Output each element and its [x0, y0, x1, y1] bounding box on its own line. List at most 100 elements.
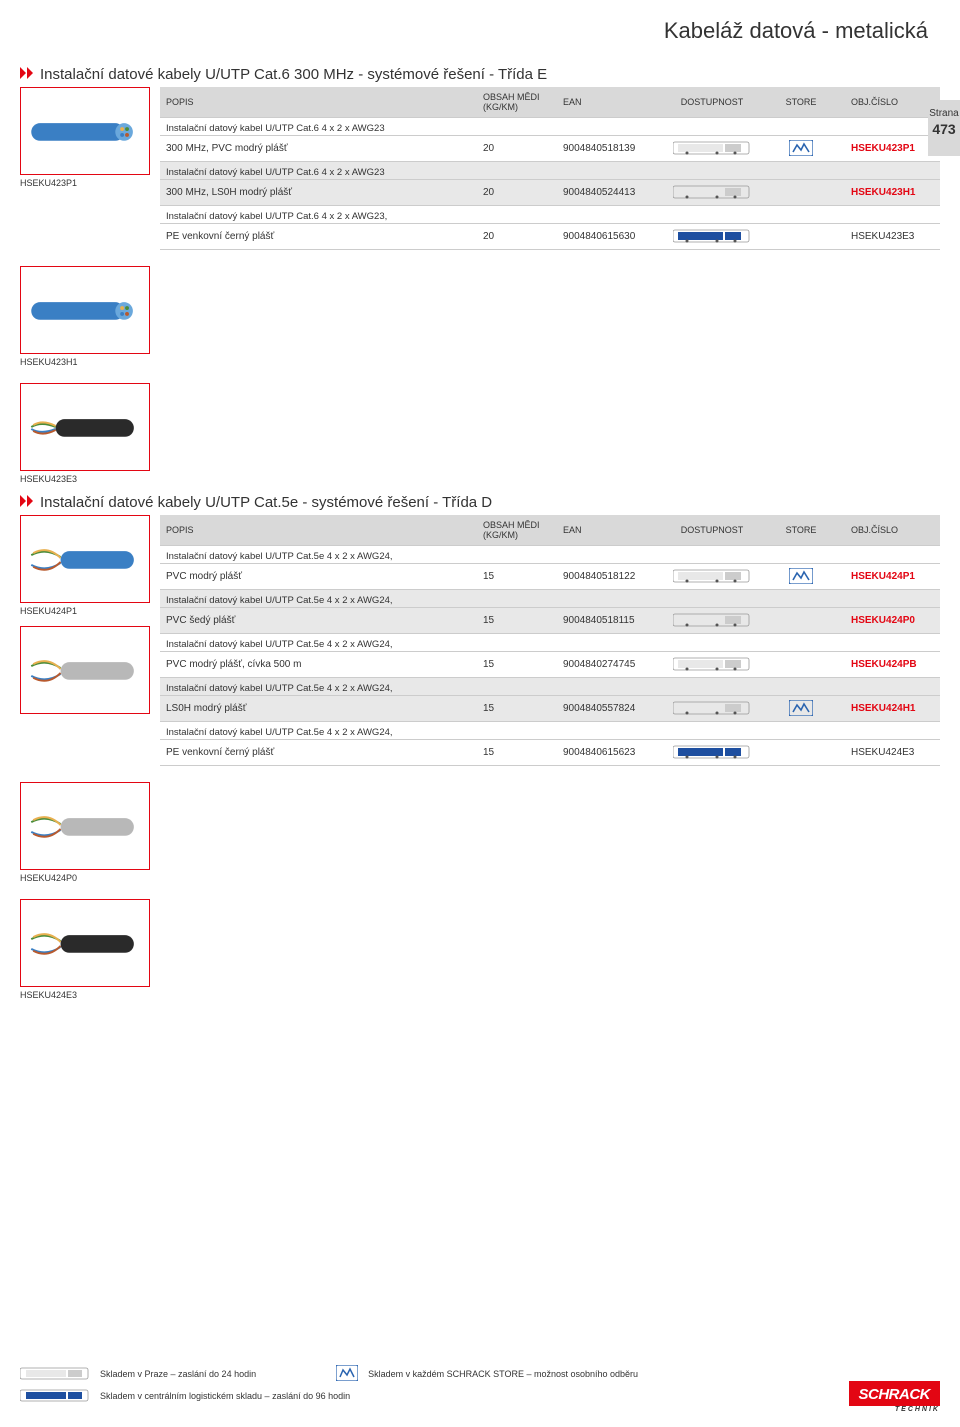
- table-column: POPIS OBSAH MĚDI (KG/KM) EAN DOSTUPNOST …: [160, 87, 940, 250]
- catalog-section: Instalační datové kabely U/UTP Cat.6 300…: [0, 66, 960, 250]
- logo-text: SCHRACK: [849, 1381, 941, 1406]
- table-desc-row: Instalační datový kabel U/UTP Cat.5e 4 x…: [160, 590, 940, 608]
- cell-kg: 20: [477, 136, 557, 162]
- table-desc-row: Instalační datový kabel U/UTP Cat.5e 4 x…: [160, 634, 940, 652]
- th-popis: POPIS: [160, 87, 477, 118]
- table-column: POPIS OBSAH MĚDI (KG/KM) EAN DOSTUPNOST …: [160, 515, 940, 766]
- truck-white-icon: [20, 1365, 90, 1383]
- th-dostupnost: DOSTUPNOST: [667, 87, 757, 118]
- image-label: HSEKU423E3: [20, 474, 940, 484]
- cell-store: [757, 696, 845, 722]
- cell-description: Instalační datový kabel U/UTP Cat.6 4 x …: [160, 162, 940, 180]
- table-row: PE venkovní černý plášť 15 9004840615623…: [160, 740, 940, 766]
- table-desc-row: Instalační datový kabel U/UTP Cat.6 4 x …: [160, 162, 940, 180]
- image-label: HSEKU424P1: [20, 606, 150, 616]
- product-image: [20, 266, 150, 354]
- truck-blue-icon: [20, 1387, 90, 1405]
- th-obsah: OBSAH MĚDI (KG/KM): [477, 87, 557, 118]
- cell-popis: PVC šedý plášť: [160, 608, 477, 634]
- th-popis: POPIS: [160, 515, 477, 546]
- image-label: HSEKU423H1: [20, 357, 940, 367]
- cell-ean: 9004840524413: [557, 180, 667, 206]
- table-row: PVC modrý plášť, cívka 500 m 15 90048402…: [160, 652, 940, 678]
- cell-ean: 9004840615623: [557, 740, 667, 766]
- table-desc-row: Instalační datový kabel U/UTP Cat.6 4 x …: [160, 206, 940, 224]
- cell-objcislo: HSEKU423P1: [845, 136, 940, 162]
- cell-popis: PE venkovní černý plášť: [160, 740, 477, 766]
- table-row: 300 MHz, PVC modrý plášť 20 900484051813…: [160, 136, 940, 162]
- cell-objcislo: HSEKU424P1: [845, 564, 940, 590]
- footer-text-1b: Skladem v každém SCHRACK STORE – možnost…: [368, 1369, 638, 1379]
- cell-popis: 300 MHz, PVC modrý plášť: [160, 136, 477, 162]
- table-row: PE venkovní černý plášť 20 9004840615630…: [160, 224, 940, 250]
- page-title: Kabeláž datová - metalická: [0, 0, 960, 58]
- page-footer: Skladem v Praze – zaslání do 24 hodin Sk…: [0, 1351, 960, 1427]
- cell-kg: 20: [477, 180, 557, 206]
- product-image: [20, 782, 150, 870]
- cell-availability: [667, 740, 757, 766]
- image-label: HSEKU424E3: [20, 990, 940, 1000]
- cell-availability: [667, 180, 757, 206]
- cell-store: [757, 564, 845, 590]
- image-column: HSEKU423P1: [20, 87, 150, 250]
- standalone-images: HSEKU424P0 HSEKU424E3: [0, 782, 960, 1000]
- table-row: PVC modrý plášť 15 9004840518122 HSEKU42…: [160, 564, 940, 590]
- product-image: [20, 515, 150, 603]
- th-store: STORE: [757, 515, 845, 546]
- cell-objcislo: HSEKU424E3: [845, 740, 940, 766]
- cell-ean: 9004840557824: [557, 696, 667, 722]
- product-image: [20, 626, 150, 714]
- section-title: Instalační datové kabely U/UTP Cat.6 300…: [40, 66, 547, 83]
- cell-objcislo: HSEKU424P0: [845, 608, 940, 634]
- cell-kg: 15: [477, 652, 557, 678]
- image-label: HSEKU424P0: [20, 873, 940, 883]
- section-header: Instalační datové kabely U/UTP Cat.6 300…: [20, 66, 940, 83]
- cell-objcislo: HSEKU423H1: [845, 180, 940, 206]
- cell-availability: [667, 652, 757, 678]
- page-side-tab: Strana 473: [928, 100, 960, 156]
- product-image: [20, 383, 150, 471]
- cell-store: [757, 740, 845, 766]
- cell-popis: PVC modrý plášť, cívka 500 m: [160, 652, 477, 678]
- store-icon: [336, 1365, 358, 1383]
- side-tab-label: Strana: [929, 108, 958, 119]
- product-image: [20, 87, 150, 175]
- chevron-icon: [20, 67, 34, 82]
- chevron-icon: [20, 495, 34, 510]
- th-store: STORE: [757, 87, 845, 118]
- cell-ean: 9004840518122: [557, 564, 667, 590]
- catalog-section: Instalační datové kabely U/UTP Cat.5e - …: [0, 494, 960, 766]
- table-desc-row: Instalační datový kabel U/UTP Cat.6 4 x …: [160, 118, 940, 136]
- th-obsah: OBSAH MĚDI (KG/KM): [477, 515, 557, 546]
- cell-popis: 300 MHz, LS0H modrý plášť: [160, 180, 477, 206]
- table-desc-row: Instalační datový kabel U/UTP Cat.5e 4 x…: [160, 546, 940, 564]
- cell-availability: [667, 136, 757, 162]
- cell-availability: [667, 608, 757, 634]
- table-row: 300 MHz, LS0H modrý plášť 20 90048405244…: [160, 180, 940, 206]
- cell-description: Instalační datový kabel U/UTP Cat.5e 4 x…: [160, 722, 940, 740]
- cell-objcislo: HSEKU423E3: [845, 224, 940, 250]
- cell-ean: 9004840518139: [557, 136, 667, 162]
- footer-text-1a: Skladem v Praze – zaslání do 24 hodin: [100, 1369, 256, 1379]
- cell-store: [757, 224, 845, 250]
- table-desc-row: Instalační datový kabel U/UTP Cat.5e 4 x…: [160, 678, 940, 696]
- th-ean: EAN: [557, 87, 667, 118]
- image-label: HSEKU423P1: [20, 178, 150, 188]
- cell-popis: PVC modrý plášť: [160, 564, 477, 590]
- cell-kg: 15: [477, 696, 557, 722]
- cell-description: Instalační datový kabel U/UTP Cat.5e 4 x…: [160, 678, 940, 696]
- product-image: [20, 899, 150, 987]
- cell-description: Instalační datový kabel U/UTP Cat.6 4 x …: [160, 118, 940, 136]
- th-objcislo: OBJ.ČÍSLO: [845, 515, 940, 546]
- cell-ean: 9004840274745: [557, 652, 667, 678]
- footer-logo: SCHRACK TECHNIK: [849, 1381, 941, 1413]
- cell-ean: 9004840518115: [557, 608, 667, 634]
- cell-kg: 15: [477, 740, 557, 766]
- cell-store: [757, 136, 845, 162]
- section-body: HSEKU424P1 POPIS OBSAH MĚDI (KG/KM) EAN …: [20, 515, 940, 766]
- table-desc-row: Instalační datový kabel U/UTP Cat.5e 4 x…: [160, 722, 940, 740]
- side-tab-number: 473: [928, 121, 960, 137]
- cell-store: [757, 608, 845, 634]
- cell-description: Instalační datový kabel U/UTP Cat.5e 4 x…: [160, 590, 940, 608]
- cell-availability: [667, 696, 757, 722]
